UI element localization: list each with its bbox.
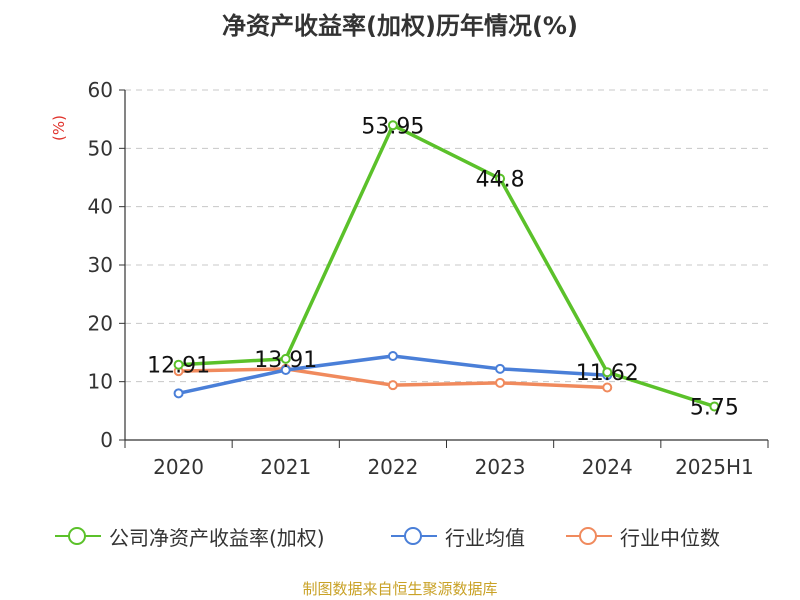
series-point-0 — [173, 359, 184, 370]
legend-item-company-roe[interactable]: 公司净资产收益率(加权) — [55, 520, 325, 552]
data-source-note: 制图数据来自恒生聚源数据库 — [302, 580, 498, 598]
y-tick-label: 0 — [100, 428, 113, 452]
series-point-1 — [387, 351, 398, 361]
y-tick-label: 60 — [88, 78, 113, 102]
y-tick-label: 40 — [88, 195, 113, 219]
data-label: 5.75 — [690, 395, 739, 420]
data-label: 11.62 — [576, 361, 639, 386]
x-tick-label: 2023 — [475, 455, 526, 479]
legend-item-industry-median[interactable]: 行业中位数 — [566, 520, 720, 552]
data-label: 13.91 — [254, 348, 317, 373]
y-axis-label: (%) — [50, 115, 68, 141]
legend-swatch-company-roe — [55, 524, 101, 548]
y-tick-label: 10 — [88, 370, 113, 394]
x-tick-label: 2022 — [367, 455, 418, 479]
series-point-2 — [387, 380, 398, 391]
series-point-1 — [280, 365, 291, 375]
data-label: 44.8 — [476, 168, 525, 193]
y-tick-label: 20 — [88, 311, 113, 335]
x-tick-label: 2021 — [260, 455, 311, 479]
legend: 公司净资产收益率(加权) 行业均值 行业中位数 — [0, 520, 800, 552]
series-point-0 — [387, 120, 398, 131]
legend-swatch-industry-median — [566, 524, 612, 548]
series-point-0 — [709, 401, 720, 412]
data-label: 12.91 — [147, 354, 210, 379]
series-point-2 — [495, 377, 506, 388]
data-label: 53.95 — [361, 114, 424, 139]
series-point-1 — [495, 363, 506, 374]
series-point-0 — [280, 353, 291, 364]
x-tick-label: 2020 — [153, 455, 204, 479]
series-point-1 — [173, 388, 184, 399]
series-point-0 — [602, 367, 613, 378]
chart-title: 净资产收益率(加权)历年情况(%) — [222, 12, 578, 40]
series-line-0 — [178, 123, 715, 409]
series-point-2 — [602, 382, 613, 393]
legend-item-industry-mean[interactable]: 行业均值 — [391, 520, 525, 552]
y-tick-label: 50 — [88, 136, 113, 160]
x-tick-label: 2025H1 — [675, 455, 754, 479]
x-tick-label: 2024 — [582, 455, 633, 479]
y-tick-label: 30 — [88, 253, 113, 277]
legend-swatch-industry-mean — [391, 524, 437, 548]
legend-label-company-roe: 公司净资产收益率(加权) — [109, 525, 325, 550]
legend-label-industry-mean: 行业均值 — [445, 525, 525, 550]
series-point-0 — [495, 173, 506, 184]
legend-label-industry-median: 行业中位数 — [620, 525, 720, 550]
